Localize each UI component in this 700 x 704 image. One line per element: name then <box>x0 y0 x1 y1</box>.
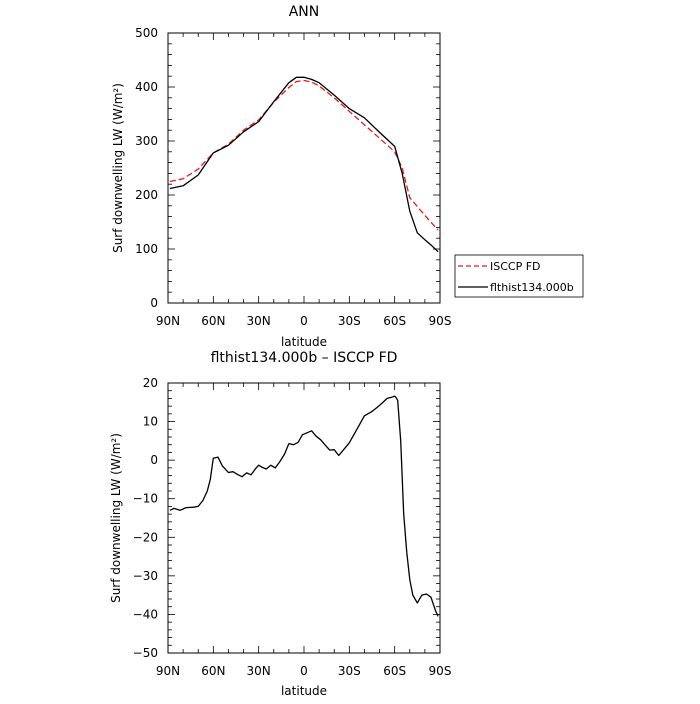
top-chart-ytick-label: 300 <box>135 134 158 148</box>
bottom-chart-ytick-label: −20 <box>133 530 158 544</box>
top-chart-series-line-1 <box>169 76 439 253</box>
bottom-chart-xtick-label: 60N <box>201 664 225 678</box>
top-chart-ylabel: Surf downwelling LW (W/m²) <box>111 83 125 253</box>
bottom-chart-ytick-label: 20 <box>143 376 158 390</box>
bottom-chart-title: flthist134.000b – ISCCP FD <box>211 350 398 366</box>
top-chart-ytick-label: 0 <box>150 296 158 310</box>
legend-label-isccp: ISCCP FD <box>490 260 541 273</box>
bottom-chart-xtick-label: 30N <box>247 664 271 678</box>
top-chart-xtick-label: 90S <box>429 314 452 328</box>
legend-box <box>454 254 584 298</box>
top-chart-xtick-label: 60N <box>201 314 225 328</box>
bottom-chart-xtick-label: 90S <box>429 664 452 678</box>
bottom-chart-ytick-label: −40 <box>133 607 158 621</box>
bottom-chart-xlabel: latitude <box>281 684 327 698</box>
bottom-chart-ylabel: Surf downwelling LW (W/m²) <box>109 433 123 603</box>
top-chart-ytick-label: 400 <box>135 80 158 94</box>
bottom-chart: flthist134.000b – ISCCP FD Surf downwell… <box>109 350 451 698</box>
bottom-chart-ytick-label: 0 <box>150 453 158 467</box>
top-chart-xtick-label: 0 <box>300 314 308 328</box>
legend-label-flthist: flthist134.000b <box>490 281 574 294</box>
bottom-chart-series-line-0 <box>169 395 439 617</box>
top-chart-series-line-0 <box>169 79 439 231</box>
top-chart-xtick-label: 30N <box>247 314 271 328</box>
bottom-chart-ytick-label: −10 <box>133 492 158 506</box>
top-chart-xtick-label: 30S <box>338 314 361 328</box>
top-chart-xtick-label: 90N <box>156 314 180 328</box>
bottom-chart-xtick-label: 60S <box>383 664 406 678</box>
top-chart-xlabel: latitude <box>281 335 327 349</box>
top-chart-xtick-label: 60S <box>383 314 406 328</box>
top-chart-ytick-label: 200 <box>135 188 158 202</box>
bottom-chart-ytick-label: 10 <box>143 415 158 429</box>
bottom-chart-xtick-label: 90N <box>156 664 180 678</box>
legend: ISCCP FD flthist134.000b <box>454 254 584 298</box>
bottom-chart-xtick-label: 30S <box>338 664 361 678</box>
top-chart-ytick-label: 500 <box>135 26 158 40</box>
bottom-chart-ytick-label: −50 <box>133 646 158 660</box>
top-chart-title: ANN <box>289 4 320 20</box>
top-chart-plot-frame <box>167 32 441 304</box>
top-chart-ytick-label: 100 <box>135 242 158 256</box>
top-chart: ANN Surf downwelling LW (W/m²) latitude … <box>111 4 451 349</box>
bottom-chart-xtick-label: 0 <box>300 664 308 678</box>
bottom-chart-ytick-label: −30 <box>133 569 158 583</box>
